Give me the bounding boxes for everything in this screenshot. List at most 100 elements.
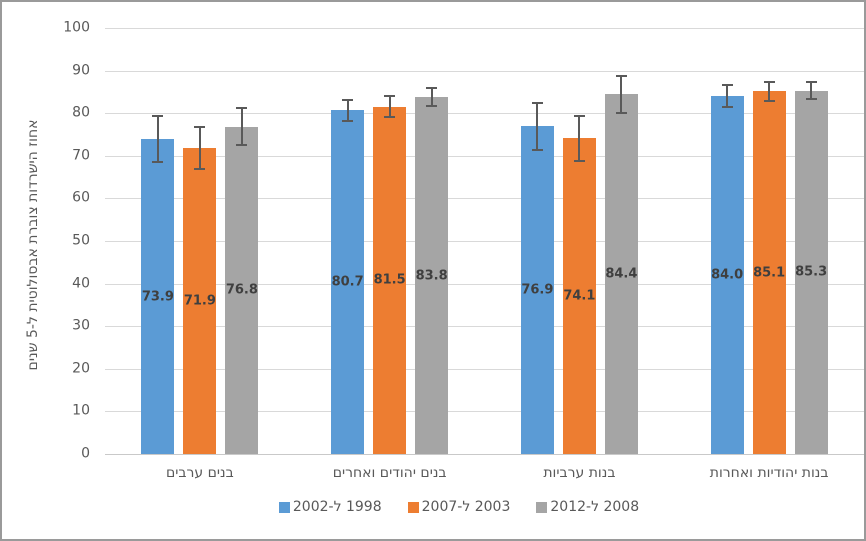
y-tick-label: 50 xyxy=(72,232,90,249)
bar-value-label: 74.1 xyxy=(563,288,596,304)
error-bar-cap xyxy=(384,116,396,119)
y-tick-label: 40 xyxy=(72,275,90,292)
error-bar-cap xyxy=(194,125,206,128)
gridline xyxy=(105,70,864,72)
error-bar-cap xyxy=(531,101,543,104)
y-tick-label: 60 xyxy=(72,190,90,207)
error-bar-cap xyxy=(531,149,543,152)
bar-value-label: 85.3 xyxy=(795,264,828,280)
error-bar-cap xyxy=(573,159,585,162)
y-tick-label: 70 xyxy=(72,147,90,164)
legend-label: 2003 ל-2007 xyxy=(421,499,511,515)
bar xyxy=(141,139,175,454)
y-tick-label: 80 xyxy=(72,104,90,121)
error-bar-cap xyxy=(194,167,206,170)
error-bar-stem xyxy=(156,115,159,164)
gridline xyxy=(105,241,864,242)
error-bar-cap xyxy=(342,119,354,122)
error-bar-cap xyxy=(236,144,248,147)
error-bar-stem xyxy=(536,101,539,152)
error-bar xyxy=(152,115,164,164)
gridline xyxy=(105,326,864,328)
error-bar xyxy=(573,114,585,162)
error-bar-stem xyxy=(620,75,623,114)
error-bar-cap xyxy=(384,95,396,98)
legend-label: 2008 ל-2012 xyxy=(550,499,640,515)
error-bar xyxy=(342,98,354,122)
bar-value-label: 80.7 xyxy=(331,274,364,290)
bar-value-label: 76.9 xyxy=(521,282,554,298)
gridline xyxy=(105,198,864,200)
bar-value-label: 83.8 xyxy=(415,268,448,283)
error-bar xyxy=(426,86,438,108)
error-bar-stem xyxy=(726,84,729,109)
error-bar-cap xyxy=(573,114,585,117)
bar-value-label: 81.5 xyxy=(373,272,406,288)
bar-value-label: 76.8 xyxy=(225,282,258,298)
gridline xyxy=(105,283,864,285)
error-bar xyxy=(236,107,248,147)
error-bar-cap xyxy=(236,107,248,110)
gridline xyxy=(105,113,864,115)
error-bar-cap xyxy=(763,99,775,102)
gridline xyxy=(105,155,864,157)
error-bar xyxy=(721,84,733,109)
bar xyxy=(794,90,828,454)
legend-marker xyxy=(278,501,290,513)
legend: 1998 ל-2002 2003 ל-2007 2008 ל-2012 xyxy=(79,499,839,515)
error-bar-cap xyxy=(615,111,627,114)
error-bar xyxy=(194,125,206,170)
bar-value-label: 73.9 xyxy=(141,289,174,305)
bar xyxy=(331,110,365,454)
legend-marker xyxy=(407,501,419,513)
gridline xyxy=(105,28,864,29)
y-tick-label: 30 xyxy=(72,317,90,334)
error-bar-cap xyxy=(152,161,164,164)
category-label: בנות יהודיות ואחרות xyxy=(709,465,829,481)
bar xyxy=(710,96,744,454)
bar-value-label: 84.4 xyxy=(605,266,638,282)
error-bar xyxy=(805,81,817,100)
error-bar-cap xyxy=(763,81,775,84)
error-bar-stem xyxy=(578,114,581,162)
error-bar-cap xyxy=(152,115,164,118)
error-bar-stem xyxy=(198,125,201,170)
bar-value-label: 85.1 xyxy=(753,265,786,281)
error-bar xyxy=(531,101,543,152)
bar xyxy=(752,91,786,454)
category-label: בנות ערביות xyxy=(543,465,616,481)
legend-item: 2003 ל-2007 xyxy=(407,499,511,515)
y-tick-label: 90 xyxy=(72,62,90,79)
legend-item: 2008 ל-2012 xyxy=(536,499,639,515)
bar xyxy=(183,147,217,454)
error-bar-stem xyxy=(346,98,349,122)
bar xyxy=(604,94,638,454)
y-tick-label: 20 xyxy=(72,360,90,377)
category-label: בנים ערבים xyxy=(165,465,234,481)
legend-item: 1998 ל-2002 xyxy=(278,499,382,515)
bar xyxy=(562,138,596,454)
bar-value-label: 71.9 xyxy=(183,293,216,309)
error-bar-stem xyxy=(768,81,771,102)
error-bar-cap xyxy=(426,105,438,108)
error-bar-stem xyxy=(810,81,813,100)
y-tick-label: 0 xyxy=(81,445,90,462)
error-bar-cap xyxy=(615,75,627,78)
error-bar xyxy=(384,95,396,119)
gridline xyxy=(105,411,864,413)
error-bar-stem xyxy=(240,107,243,147)
gridline xyxy=(105,368,864,370)
bar xyxy=(415,97,449,454)
category-label: בנים יהודים ואחרים xyxy=(332,465,447,481)
error-bar-cap xyxy=(426,86,438,89)
error-bar-cap xyxy=(721,106,733,109)
error-bar xyxy=(763,81,775,102)
bar xyxy=(225,126,259,454)
error-bar-cap xyxy=(805,97,817,100)
error-bar xyxy=(615,75,627,114)
y-tick-label: 10 xyxy=(72,403,90,420)
error-bar-cap xyxy=(342,98,354,101)
bar xyxy=(373,106,407,454)
